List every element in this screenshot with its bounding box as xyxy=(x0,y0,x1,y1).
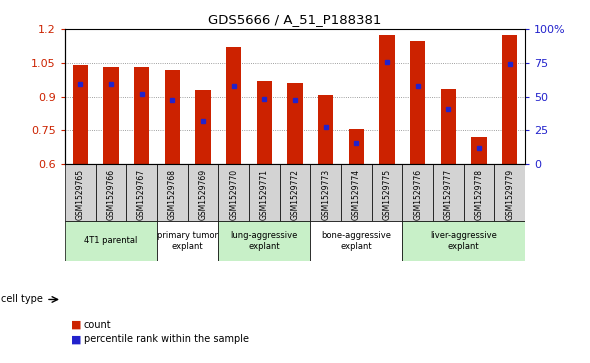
Text: count: count xyxy=(84,320,112,330)
Bar xyxy=(410,41,425,164)
Bar xyxy=(349,129,364,164)
Bar xyxy=(402,164,433,220)
Bar xyxy=(249,164,280,220)
Bar xyxy=(310,220,402,261)
Bar xyxy=(157,164,188,220)
Bar xyxy=(103,67,119,164)
Bar xyxy=(257,81,272,164)
Bar xyxy=(433,164,464,220)
Text: GSM1529768: GSM1529768 xyxy=(168,168,177,220)
Text: GSM1529776: GSM1529776 xyxy=(413,168,422,220)
Text: percentile rank within the sample: percentile rank within the sample xyxy=(84,334,249,344)
Text: GSM1529770: GSM1529770 xyxy=(229,168,238,220)
Text: bone-aggressive
explant: bone-aggressive explant xyxy=(322,231,391,250)
Bar xyxy=(226,47,241,164)
Bar xyxy=(65,164,96,220)
Bar xyxy=(195,90,211,164)
Text: primary tumor
explant: primary tumor explant xyxy=(157,231,218,250)
Bar xyxy=(134,67,149,164)
Text: GSM1529771: GSM1529771 xyxy=(260,168,269,220)
Text: GSM1529778: GSM1529778 xyxy=(474,168,484,220)
Bar xyxy=(65,220,157,261)
Text: liver-aggressive
explant: liver-aggressive explant xyxy=(430,231,497,250)
Text: GSM1529769: GSM1529769 xyxy=(198,168,208,220)
Bar xyxy=(310,164,341,220)
Bar xyxy=(287,83,303,164)
Bar xyxy=(126,164,157,220)
Bar xyxy=(165,70,180,164)
Bar xyxy=(494,164,525,220)
Text: GSM1529777: GSM1529777 xyxy=(444,168,453,220)
Text: cell type: cell type xyxy=(1,294,43,305)
Text: GSM1529767: GSM1529767 xyxy=(137,168,146,220)
Bar xyxy=(218,164,249,220)
Bar xyxy=(402,220,525,261)
Bar xyxy=(441,89,456,164)
Bar xyxy=(188,164,218,220)
Text: GSM1529775: GSM1529775 xyxy=(382,168,392,220)
Bar xyxy=(379,35,395,164)
Text: GSM1529779: GSM1529779 xyxy=(505,168,514,220)
Bar xyxy=(96,164,126,220)
Text: 4T1 parental: 4T1 parental xyxy=(84,236,137,245)
Bar xyxy=(471,137,487,164)
Bar xyxy=(502,35,517,164)
Text: GSM1529766: GSM1529766 xyxy=(106,168,116,220)
Title: GDS5666 / A_51_P188381: GDS5666 / A_51_P188381 xyxy=(208,13,382,26)
Text: GSM1529773: GSM1529773 xyxy=(321,168,330,220)
Bar xyxy=(341,164,372,220)
Bar xyxy=(280,164,310,220)
Bar xyxy=(372,164,402,220)
Bar xyxy=(464,164,494,220)
Text: lung-aggressive
explant: lung-aggressive explant xyxy=(231,231,298,250)
Text: ■: ■ xyxy=(71,334,81,344)
Text: GSM1529765: GSM1529765 xyxy=(76,168,85,220)
Text: GSM1529772: GSM1529772 xyxy=(290,168,300,220)
Bar xyxy=(73,65,88,164)
Text: GSM1529774: GSM1529774 xyxy=(352,168,361,220)
Bar xyxy=(318,95,333,164)
Text: ■: ■ xyxy=(71,320,81,330)
Bar xyxy=(218,220,310,261)
Bar xyxy=(157,220,218,261)
